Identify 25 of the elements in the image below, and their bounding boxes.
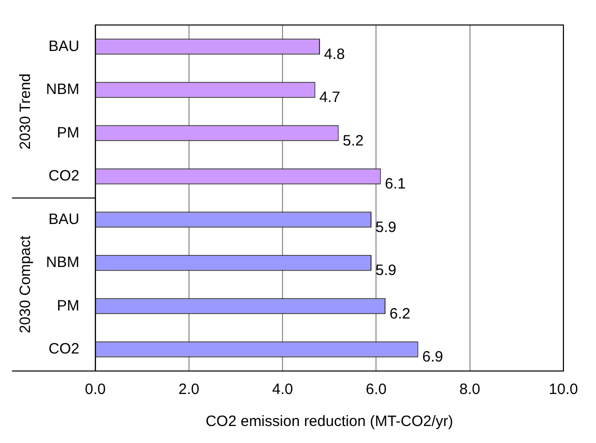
data-label: 5.9 [375,218,396,236]
y-tick-label: NBM [46,254,80,272]
y-tick-label: CO2 [48,340,80,358]
data-label: 6.1 [384,176,406,193]
y-tick-label: NBM [46,81,80,98]
x-tick-label: 2.0 [178,381,200,398]
y-tick-label: BAU [48,210,80,228]
data-label: 6.2 [390,305,410,322]
data-label: 4.7 [319,89,340,106]
y-tick-label: CO2 [48,168,80,185]
x-axis-title: CO2 emission reduction (MT-CO2/yr) [206,413,454,430]
data-label: 5.2 [342,132,364,150]
data-label: 4.8 [324,46,345,63]
text: 2030 Compact [17,234,34,334]
x-tick-label: 6.0 [366,381,387,398]
x-tick-label: 8.0 [459,381,480,398]
x-tick-label: 4.0 [272,381,293,398]
y-tick-label: BAU [48,38,80,55]
data-label: 6.9 [422,348,444,366]
x-tick-label: 10.0 [548,381,578,398]
text: 2030 Trend [17,74,34,150]
data-label: 5.9 [375,262,396,280]
y-tick-label: PM [56,297,80,314]
x-tick-label: 0.0 [84,381,106,398]
y-tick-label: PM [56,124,80,142]
